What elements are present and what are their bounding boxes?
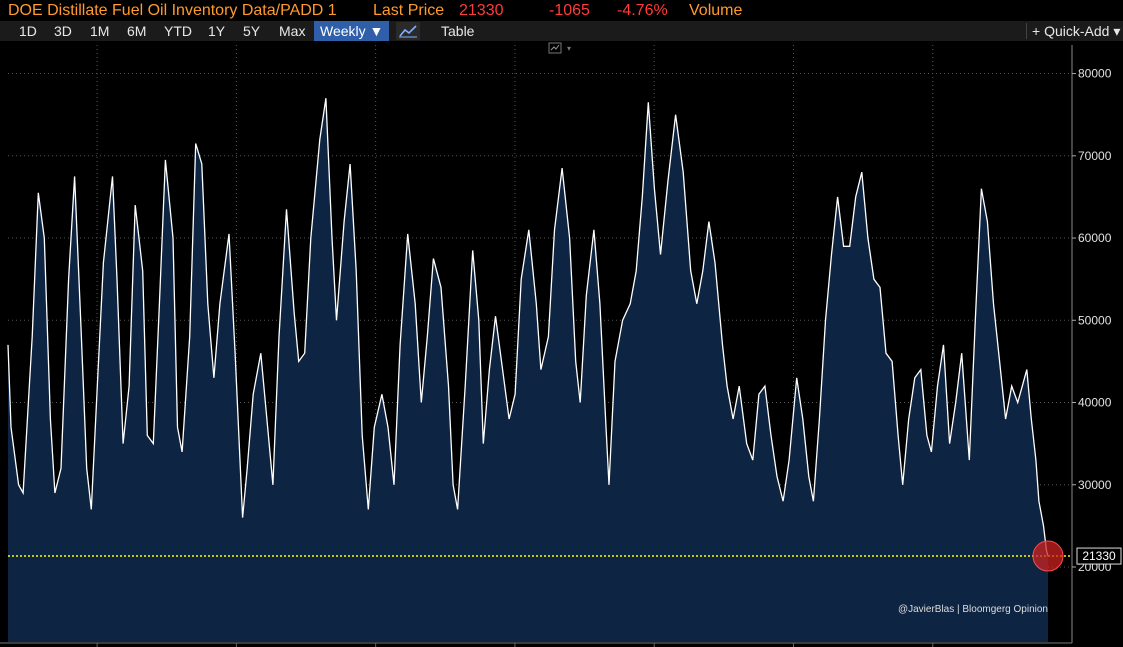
y-tick-label: 80000 [1078, 67, 1112, 81]
range-1m-button[interactable]: 1M [90, 23, 110, 39]
last-price-value: 21330 [459, 2, 504, 19]
range-1y-button[interactable]: 1Y [208, 23, 226, 39]
x-axis-band [0, 643, 1123, 647]
range-1d-button[interactable]: 1D [19, 23, 37, 39]
table-button[interactable]: Table [441, 23, 475, 39]
price-change: -1065 [549, 2, 590, 19]
range-5y-button[interactable]: 5Y [243, 23, 261, 39]
security-title: DOE Distillate Fuel Oil Inventory Data/P… [8, 2, 337, 19]
last-value-badge [1076, 547, 1122, 565]
chart-toolbar: 1D 3D 1M 6M YTD 1Y 5Y Max Weekly ▼ Table… [0, 21, 1123, 41]
chart-mini-icon[interactable]: ▾ [548, 42, 571, 54]
inventory-series-line [7, 98, 1049, 557]
title-bar: DOE Distillate Fuel Oil Inventory Data/P… [0, 0, 1123, 21]
y-tick-label: 50000 [1078, 313, 1112, 327]
range-6m-button[interactable]: 6M [127, 23, 147, 39]
range-3d-button[interactable]: 3D [54, 23, 72, 39]
last-price-label: Last Price [373, 2, 445, 19]
svg-text:▾: ▾ [567, 44, 571, 53]
last-value-marker [1032, 540, 1064, 572]
y-tick-label: 40000 [1078, 396, 1112, 410]
quick-add-button[interactable]: + Quick-Add ▾ [1032, 23, 1121, 39]
attribution-text: @JavierBlas | Bloomgerg Opinion [898, 604, 1048, 615]
price-change-pct: -4.76% [617, 2, 668, 19]
frequency-dropdown[interactable]: Weekly ▼ [314, 21, 390, 41]
last-value-label: 21330 [1082, 549, 1116, 563]
volume-label: Volume [689, 2, 743, 19]
line-chart-icon[interactable] [396, 22, 420, 40]
inventory-area-fill [8, 98, 1048, 642]
toolbar-divider [1026, 23, 1027, 39]
y-tick-label: 30000 [1078, 478, 1112, 492]
range-max-button[interactable]: Max [279, 23, 306, 39]
y-tick-label: 60000 [1078, 231, 1112, 245]
y-tick-label: 70000 [1078, 149, 1112, 163]
x-axis: 1990-19941995-19992000-20042005-20092010… [0, 642, 1123, 647]
range-ytd-button[interactable]: YTD [164, 23, 192, 39]
